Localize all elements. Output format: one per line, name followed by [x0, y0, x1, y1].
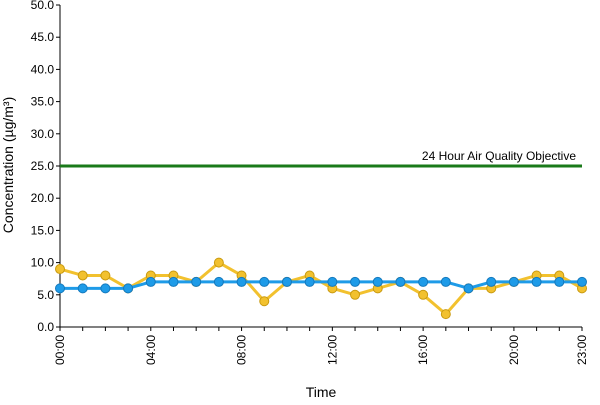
y-tick-label: 25.0 [31, 159, 55, 173]
data-point [259, 296, 270, 307]
x-tick-label: 16:00 [416, 335, 430, 365]
y-tick-label: 20.0 [31, 191, 55, 205]
data-point [531, 276, 542, 287]
data-point [508, 276, 519, 287]
data-point [281, 276, 292, 287]
x-tick-label: 23:00 [575, 335, 589, 365]
data-point [259, 276, 270, 287]
y-axis-title: Concentration (µg/m³) [0, 97, 16, 233]
data-point [123, 283, 134, 294]
data-point [463, 283, 474, 294]
data-point [418, 276, 429, 287]
x-tick-label: 08:00 [235, 335, 249, 365]
data-point [168, 276, 179, 287]
data-point [304, 276, 315, 287]
x-tick-label: 04:00 [144, 335, 158, 365]
axes-layer: 0.0 5.0 10.0 15.0 20.0 25.0 30.0 35.0 40.0 45.0 50… [31, 0, 589, 365]
series-1 [55, 257, 587, 320]
series-layer [55, 257, 587, 320]
x-axis-title: Time [306, 384, 337, 400]
y-tick-label: 45.0 [31, 30, 55, 44]
reference-line-layer: 24 Hour Air Quality Objective [60, 149, 582, 168]
data-point [77, 270, 88, 281]
data-point [554, 276, 565, 287]
data-point [55, 283, 65, 294]
x-tick-label: 12:00 [325, 335, 339, 365]
data-point [350, 276, 361, 287]
x-tick-label: 00:00 [53, 335, 67, 365]
data-point [213, 257, 224, 268]
y-tick-label: 35.0 [31, 95, 55, 109]
x-tick-label: 20:00 [507, 335, 521, 365]
y-tick-label: 30.0 [31, 127, 55, 141]
data-point [350, 289, 361, 300]
y-tick-label: 5.0 [37, 288, 54, 302]
data-point [100, 283, 111, 294]
y-tick-label: 10.0 [31, 256, 55, 270]
data-point [577, 276, 587, 287]
data-point [77, 283, 88, 294]
data-point [145, 276, 156, 287]
data-point [191, 276, 202, 287]
data-point [418, 289, 429, 300]
data-point [327, 276, 338, 287]
data-point [440, 309, 451, 320]
data-point [236, 276, 247, 287]
data-point [55, 264, 65, 275]
y-tick-label: 0.0 [37, 320, 54, 334]
data-point [213, 276, 224, 287]
objective-label: 24 Hour Air Quality Objective [422, 149, 576, 163]
data-point [100, 270, 111, 281]
y-tick-label: 15.0 [31, 223, 55, 237]
data-point [486, 276, 497, 287]
data-point [372, 276, 383, 287]
data-point [440, 276, 451, 287]
series-2 [55, 276, 587, 294]
series-line [59, 261, 583, 316]
data-point [395, 276, 406, 287]
y-tick-label: 50.0 [31, 0, 55, 12]
y-tick-label: 40.0 [31, 62, 55, 76]
